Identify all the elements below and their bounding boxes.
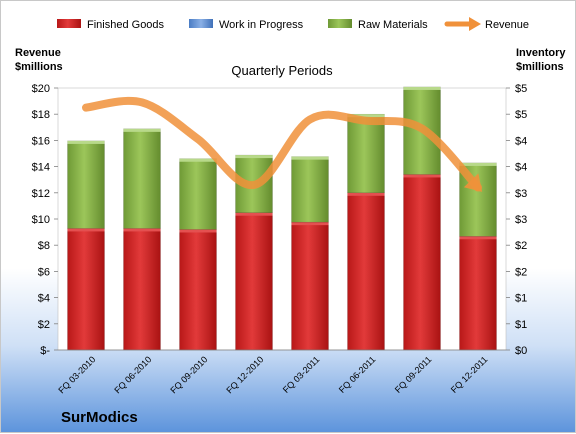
left-tick-label: $2 [38,319,50,331]
left-tick-label: $20 [32,83,50,95]
right-tick-label: $3 [515,214,527,226]
legend-label-revenue: Revenue [485,19,529,31]
bar-finished-goods [291,221,329,351]
bar-top-raw-materials [67,140,105,144]
left-tick-label: $8 [38,240,50,252]
bar-top-finished-goods [123,228,161,232]
bar-raw-materials [291,156,329,223]
legend-swatch-finished-goods [57,19,81,28]
x-axis-ticks: FQ 03-2010 FQ 06-2010 FQ 09-2010 FQ 12-2010… [56,354,489,395]
brand-label: SurModics [61,409,138,426]
bar-finished-goods [123,228,161,351]
legend-label-finished-goods: Finished Goods [87,19,165,31]
bar-top-raw-materials [347,114,385,118]
bar-finished-goods [235,212,273,351]
revenue-line-path [82,96,482,192]
bar-top-finished-goods [403,174,441,178]
left-tick-label: $16 [32,135,50,147]
right-tick-label: $3 [515,188,527,200]
bar-raw-materials [347,113,385,194]
legend-swatch-work-in-progress [189,19,213,28]
bar-raw-materials [179,158,217,230]
bars [58,86,506,351]
right-tick-label: $2 [515,240,527,252]
bar-top-finished-goods [235,212,273,216]
legend-label-work-in-progress: Work in Progress [219,19,304,31]
right-tick-label: $0 [515,345,527,357]
bar-finished-goods [67,228,105,351]
right-tick-label: $2 [515,266,527,278]
right-tick-label: $5 [515,83,527,95]
left-tick-label: $12 [32,188,50,200]
right-tick-label: $1 [515,319,527,331]
left-axis-title-line2: $millions [15,61,63,73]
bar-top-raw-materials [179,158,217,162]
right-tick-label: $5 [515,109,527,121]
right-tick-label: $4 [515,162,527,174]
left-tick-label: $10 [32,214,50,226]
legend-swatch-raw-materials [328,19,352,28]
right-axis-title-line2: $millions [516,61,564,73]
bar-raw-materials [123,128,161,229]
bar-top-raw-materials [291,156,329,160]
bar-top-finished-goods [179,229,217,233]
bar-finished-goods [459,236,497,351]
x-tick-label: FQ 03-2011 [281,354,322,395]
bar-top-raw-materials [123,128,161,132]
x-tick-label: FQ 06-2011 [337,354,378,395]
bar-top-raw-materials [403,86,441,90]
revenue-line [82,96,483,192]
x-tick-label: FQ 06-2010 [112,354,153,395]
bar-finished-goods [179,229,217,351]
bar-top-finished-goods [291,222,329,226]
bar-top-finished-goods [347,192,385,196]
right-tick-label: $4 [515,135,527,147]
bar-top-finished-goods [67,228,105,232]
right-axis-title-line1: Inventory [516,47,566,59]
chart-subtitle: Quarterly Periods [231,63,333,78]
left-axis-ticks: $- $2 $4 $6 $8 $10 $12 $14 $16 $18 $20 [32,83,58,357]
bar-top-finished-goods [459,236,497,240]
left-tick-label: $18 [32,109,50,121]
x-tick-label: FQ 12-2011 [449,354,490,395]
x-tick-label: FQ 03-2010 [56,354,97,395]
right-axis-ticks: $0 $1 $1 $2 $2 $3 $3 $4 $4 $5 $5 [506,83,527,357]
bar-top-raw-materials [235,155,273,159]
x-tick-label: FQ 12-2010 [224,354,265,395]
left-tick-label: $6 [38,266,50,278]
left-tick-label: $4 [38,293,50,305]
bar-raw-materials [67,140,105,229]
left-axis-title-line1: Revenue [15,47,61,59]
right-tick-label: $1 [515,293,527,305]
bar-top-raw-materials [459,162,497,166]
legend-swatch-revenue [444,17,481,31]
left-tick-label: $- [40,345,50,357]
bar-finished-goods [347,192,385,351]
revenue-arrowhead [463,173,483,192]
legend: Finished Goods Work in Progress Raw Mate… [57,17,529,31]
x-tick-label: FQ 09-2010 [168,354,209,395]
bar-finished-goods [403,174,441,351]
legend-label-raw-materials: Raw Materials [358,19,428,31]
left-tick-label: $14 [32,162,50,174]
x-tick-label: FQ 09-2011 [393,354,434,395]
